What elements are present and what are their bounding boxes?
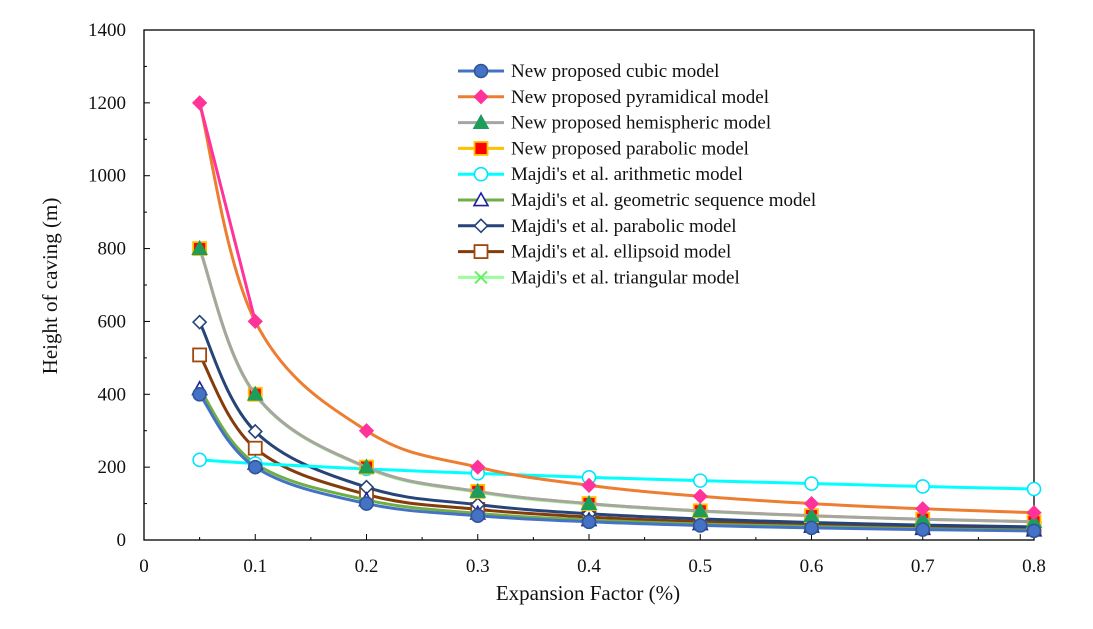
data-point: [469, 482, 487, 498]
legend-item-1: New proposed pyramidical model: [458, 87, 769, 108]
data-point: [1026, 523, 1042, 539]
legend-label: Majdi's et al. ellipsoid model: [511, 242, 731, 263]
data-point: [804, 520, 819, 536]
data-point: [692, 518, 708, 533]
data-point: [915, 479, 931, 494]
data-point: [803, 495, 820, 512]
data-point: [473, 89, 489, 105]
data-point: [358, 423, 375, 439]
x-axis-title: Expansion Factor (%): [496, 581, 680, 605]
x-tick-label: 0: [139, 556, 149, 577]
data-point: [473, 166, 489, 182]
data-point: [191, 314, 208, 330]
legend-label: Majdi's et al. arithmetic model: [511, 164, 743, 185]
data-point: [247, 313, 263, 330]
data-point: [192, 386, 207, 402]
legend-item-5: Majdi's et al. geometric sequence model: [458, 190, 816, 211]
x-tick-label: 0.2: [355, 556, 379, 577]
data-point: [804, 476, 819, 491]
series-line: [199, 458, 1035, 491]
data-point: [473, 218, 489, 234]
data-point: [247, 423, 263, 440]
series-1: [191, 95, 1042, 521]
series-layer: [191, 95, 1043, 539]
series-line: [198, 248, 1035, 524]
data-point: [580, 494, 598, 510]
data-point: [581, 477, 597, 493]
x-tick-label: 0.8: [1022, 556, 1046, 577]
x-tick-label: 0.3: [466, 556, 490, 577]
y-tick-label: 200: [98, 457, 127, 478]
y-tick-label: 800: [98, 239, 127, 260]
data-point: [692, 488, 708, 504]
series-line: [198, 248, 1035, 524]
data-point: [473, 140, 489, 156]
legend-item-0: New proposed cubic model: [458, 61, 719, 82]
y-tick-label: 0: [117, 530, 127, 551]
data-point: [1026, 505, 1042, 521]
data-point: [1026, 481, 1042, 497]
y-tick-label: 400: [98, 384, 127, 405]
series-0: [192, 386, 1042, 539]
data-point: [915, 522, 931, 537]
data-point: [247, 459, 263, 475]
legend-label: New proposed cubic model: [511, 61, 719, 82]
legend: New proposed cubic model New proposed pyr…: [458, 61, 816, 288]
data-point: [191, 239, 208, 255]
series-line: [198, 393, 1035, 533]
y-tick-label: 600: [98, 311, 127, 332]
legend-item-2: New proposed hemispheric model: [458, 113, 771, 134]
data-point: [691, 502, 709, 518]
data-point: [470, 508, 486, 524]
legend-item-8: Majdi's et al. triangular model: [458, 267, 740, 288]
data-point: [915, 501, 931, 517]
x-tick-label: 0.6: [800, 556, 824, 577]
series-5: [191, 380, 1043, 537]
data-point: [359, 496, 374, 511]
data-point: [191, 95, 208, 111]
legend-label: Majdi's et al. triangular model: [511, 267, 740, 288]
legend-label: Majdi's et al. geometric sequence model: [511, 190, 816, 211]
series-line: [198, 248, 1035, 524]
series-line: [198, 321, 1035, 529]
y-tick-label: 1400: [88, 20, 126, 41]
legend-label: Majdi's et al. parabolic model: [511, 216, 737, 237]
x-tick-label: 0.4: [577, 556, 601, 577]
data-point: [473, 244, 489, 260]
legend-label: New proposed hemispheric model: [511, 113, 771, 134]
data-point: [692, 473, 708, 488]
data-point: [192, 347, 208, 363]
legend-item-4: Majdi's et al. arithmetic model: [458, 164, 743, 185]
x-tick-label: 0.5: [688, 556, 712, 577]
data-point: [472, 113, 490, 129]
data-point: [470, 459, 486, 475]
legend-item-3: New proposed parabolic model: [458, 138, 749, 159]
series-line-start: [198, 102, 257, 322]
series-line: [198, 354, 1035, 531]
data-point: [192, 452, 207, 468]
data-point: [581, 514, 597, 530]
data-point: [473, 63, 489, 79]
data-point: [247, 440, 263, 456]
y-tick-label: 1200: [88, 93, 126, 114]
data-point: [474, 270, 488, 285]
data-point: [358, 458, 375, 474]
y-axis-title: Height of caving (m): [38, 198, 62, 375]
x-tick-label: 0.7: [911, 556, 935, 577]
series-4: [192, 452, 1042, 497]
series-6: [191, 314, 1042, 535]
legend-item-6: Majdi's et al. parabolic model: [458, 216, 737, 237]
x-tick-label: 0.1: [243, 556, 267, 577]
data-point: [246, 385, 264, 401]
legend-label: New proposed parabolic model: [511, 138, 749, 159]
legend-item-7: Majdi's et al. ellipsoid model: [458, 242, 731, 263]
data-point: [472, 191, 490, 207]
y-tick-label: 1000: [88, 166, 126, 187]
legend-label: New proposed pyramidical model: [511, 87, 769, 108]
axes: 0 200 400 600 800 1000 1200 1400 0 0.1 0.2 0.3 0.4 0.…: [88, 20, 1046, 577]
